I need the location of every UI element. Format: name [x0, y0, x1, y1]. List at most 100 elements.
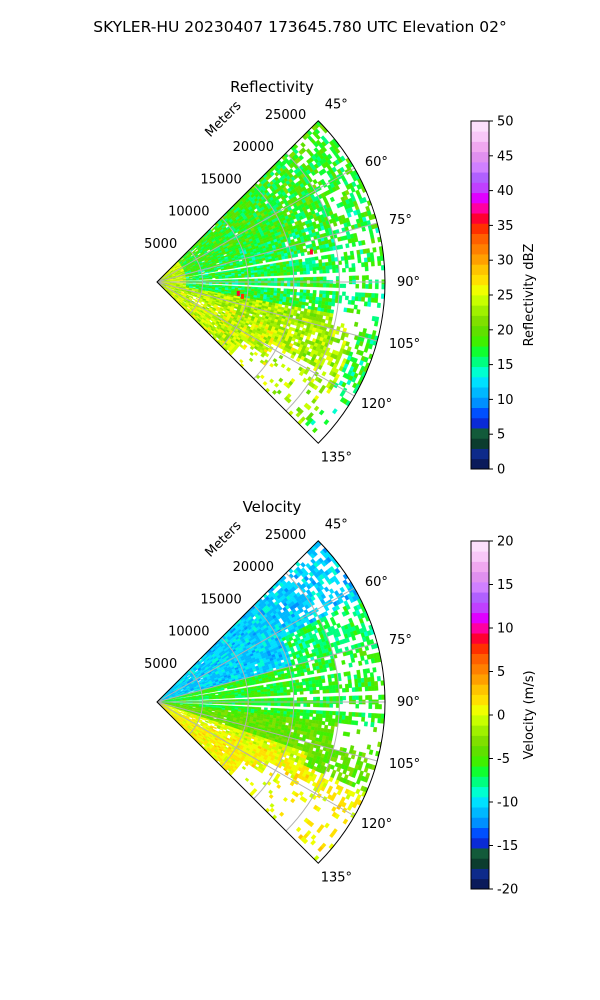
field-cell: [318, 259, 323, 264]
field-cell: [225, 279, 229, 282]
field-cell: [300, 252, 305, 257]
field-cell: [361, 262, 366, 268]
field-cell: [314, 300, 319, 305]
field-cell: [325, 297, 330, 302]
range-tick-label: 25000: [265, 108, 306, 123]
field-cell: [306, 267, 310, 272]
field-cell: [192, 282, 197, 284]
field-cell: [286, 269, 291, 273]
field-cell: [305, 261, 310, 265]
field-cell: [308, 299, 313, 304]
field-cell: [200, 303, 205, 306]
field-cell: [311, 427, 318, 434]
field-cell: [176, 280, 180, 282]
field-cell: [221, 276, 226, 279]
field-cell: [277, 288, 281, 292]
field-cell: [296, 292, 301, 296]
colorbar-swatch: [471, 407, 489, 419]
field-cell: [299, 265, 304, 269]
field-cell: [308, 296, 313, 301]
field-cell: [363, 347, 369, 353]
field-cell: [169, 280, 174, 282]
field-cell: [327, 257, 332, 263]
field-cell: [351, 267, 356, 272]
field-cell: [329, 283, 334, 288]
field-cell: [343, 251, 348, 257]
colorbar-tick-label: 45: [497, 149, 514, 164]
field-cell: [334, 147, 341, 154]
field-cell: [280, 363, 286, 369]
field-cell: [374, 316, 380, 322]
field-cell: [358, 360, 364, 366]
field-cell: [249, 262, 254, 266]
field-cell: [313, 405, 320, 412]
field-cell: [228, 279, 233, 282]
field-cell: [321, 297, 326, 302]
field-cell: [325, 262, 330, 267]
field-cell: [286, 272, 291, 276]
field-cell: [351, 241, 356, 247]
field-cell: [319, 276, 324, 281]
field-cell: [302, 298, 306, 303]
field-cell: [306, 283, 311, 287]
field-cell: [318, 266, 323, 271]
field-cell: [373, 321, 379, 327]
field-cell: [313, 283, 317, 288]
field-cell: [294, 253, 299, 258]
velocity-panel: Velocity 45°60°75°90°105°120°135°5000100…: [144, 498, 537, 898]
field-cell: [361, 292, 366, 298]
field-cell: [298, 261, 303, 266]
field-cell: [306, 292, 310, 297]
field-cell: [300, 277, 304, 281]
field-cell: [314, 128, 321, 135]
colorbar-tick-label: 20: [497, 323, 514, 338]
field-cell: [272, 358, 278, 363]
field-cell: [374, 284, 379, 290]
field-cell: [238, 279, 242, 282]
field-cell: [332, 291, 337, 296]
field-cell: [264, 287, 268, 291]
field-cell: [257, 272, 262, 275]
field-cell: [340, 256, 345, 261]
field-cell: [280, 277, 285, 281]
field-cell: [313, 276, 317, 281]
azimuth-tick-label: 105°: [389, 337, 420, 352]
colorbar-swatch: [471, 366, 489, 378]
field-cell: [344, 295, 349, 301]
field-cell: [368, 229, 374, 235]
field-cell: [331, 264, 336, 270]
field-cell: [364, 292, 369, 298]
field-cell: [277, 272, 281, 276]
field-cell: [370, 261, 375, 267]
field-cell: [254, 272, 258, 275]
field-cell: [283, 269, 288, 273]
field-cell: [299, 268, 304, 272]
field-cell: [254, 286, 258, 290]
field-cell: [257, 287, 262, 290]
field-cell: [231, 279, 236, 282]
field-cell: [212, 280, 216, 282]
colorbar-swatch: [471, 356, 489, 368]
field-cell: [332, 283, 337, 288]
field-cell: [340, 323, 345, 328]
field-cell: [283, 288, 288, 292]
field-cell: [215, 279, 220, 282]
field-cell: [365, 248, 371, 254]
field-cell: [348, 267, 353, 273]
field-cell: [205, 278, 210, 280]
colorbar-swatch: [471, 284, 489, 296]
field-cell: [315, 263, 320, 268]
field-cell: [319, 283, 324, 288]
colorbar-tick-label: 30: [497, 254, 514, 269]
field-cell: [297, 307, 302, 312]
field-cell: [322, 290, 327, 295]
colorbar-tick-label: 35: [497, 219, 514, 234]
field-cell: [296, 268, 301, 272]
field-cell: [342, 283, 347, 289]
field-cell: [349, 250, 354, 256]
field-cell: [215, 282, 220, 285]
field-cell: [241, 275, 245, 278]
field-cell: [257, 274, 262, 277]
